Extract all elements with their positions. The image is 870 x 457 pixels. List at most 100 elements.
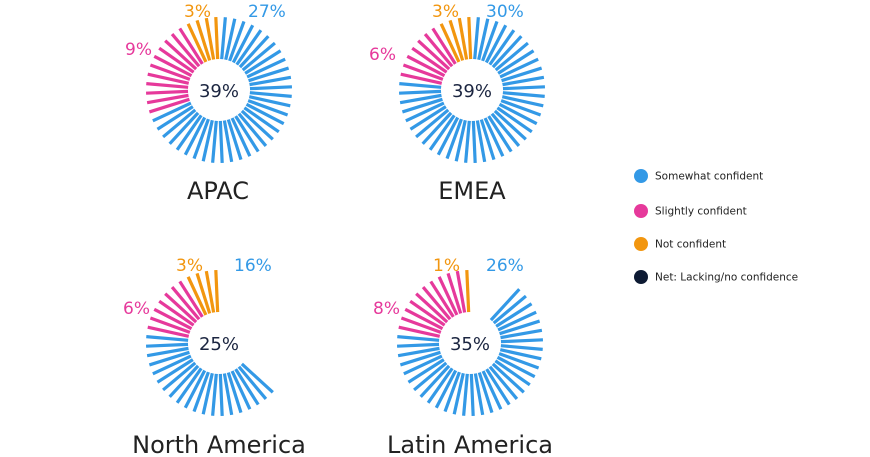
ray-somewhat: [464, 120, 471, 163]
ray-somewhat: [475, 120, 487, 163]
ray-slightly: [421, 286, 452, 321]
ray-somewhat: [415, 108, 450, 139]
ray-somewhat: [218, 120, 224, 163]
ray-not: [214, 270, 220, 313]
legend-label-not: Not confident: [655, 239, 726, 251]
ray-slightly: [455, 270, 467, 313]
ray-somewhat: [222, 120, 234, 163]
ray-somewhat: [247, 99, 289, 117]
ray-somewhat: [399, 89, 442, 95]
ray-somewhat: [218, 373, 224, 416]
ray-somewhat: [211, 120, 218, 163]
ray-somewhat: [498, 102, 538, 126]
ray-somewhat: [249, 75, 292, 87]
ray-somewhat: [443, 371, 461, 413]
ray-not: [439, 23, 461, 63]
ray-slightly: [149, 63, 191, 81]
label-slightly-north-america: 6%: [123, 299, 150, 319]
ray-somewhat: [495, 302, 533, 328]
ray-somewhat: [501, 95, 544, 108]
label-slightly-apac: 9%: [125, 40, 152, 60]
ray-not: [186, 23, 208, 63]
ray-slightly: [402, 63, 444, 81]
ray-somewhat: [477, 18, 490, 61]
chart-north-america: 25% 16% 3% 6% North America: [123, 256, 306, 457]
ray-somewhat: [148, 350, 190, 367]
ray-somewhat: [489, 288, 521, 322]
ray-somewhat: [249, 91, 292, 98]
ray-somewhat: [473, 373, 485, 416]
ray-somewhat: [500, 338, 543, 344]
ray-somewhat: [168, 364, 200, 398]
legend-label-net: Net: Lacking/no confidence: [655, 272, 798, 284]
ray-somewhat: [224, 18, 237, 61]
ray-somewhat: [436, 116, 460, 156]
ray-somewhat: [162, 108, 197, 139]
ray-somewhat: [240, 362, 274, 394]
label-not-apac: 3%: [184, 2, 211, 22]
ray-somewhat: [234, 368, 260, 406]
ray-slightly: [149, 316, 191, 334]
ray-slightly: [148, 97, 190, 114]
ray-somewhat: [244, 49, 282, 75]
ray-slightly: [417, 39, 451, 71]
ray-somewhat: [222, 373, 234, 416]
ray-somewhat: [401, 97, 443, 114]
ray-somewhat: [243, 106, 280, 134]
ray-slightly: [170, 33, 201, 68]
label-somewhat-apac: 27%: [248, 2, 286, 22]
ray-slightly: [404, 307, 444, 331]
chart-apac: 39% 27% 3% 9% APAC: [125, 2, 292, 205]
ray-somewhat: [192, 118, 210, 160]
ray-somewhat: [201, 119, 214, 162]
ray-somewhat: [146, 335, 189, 342]
legend-label-somewhat: Somewhat confident: [655, 171, 763, 183]
ray-somewhat: [488, 365, 519, 400]
ray-not: [186, 276, 208, 316]
ray-not: [214, 17, 220, 60]
ray-somewhat: [494, 359, 531, 387]
ray-somewhat: [502, 85, 545, 91]
label-slightly-emea: 6%: [369, 45, 396, 65]
ray-somewhat: [192, 371, 210, 413]
ray-somewhat: [496, 355, 536, 379]
rays-apac: [146, 17, 292, 163]
center-label-apac: 39%: [199, 81, 239, 102]
ray-somewhat: [426, 367, 454, 404]
legend-swatch-not: [634, 237, 648, 251]
ray-somewhat: [499, 57, 539, 79]
label-somewhat-north-america: 16%: [234, 256, 272, 276]
ray-slightly: [164, 292, 198, 324]
ray-slightly: [400, 72, 443, 85]
ray-somewhat: [496, 106, 533, 134]
rays-latin-america: [397, 270, 543, 416]
ray-somewhat: [500, 99, 542, 117]
ray-slightly: [147, 72, 190, 85]
ray-somewhat: [237, 112, 268, 147]
ray-somewhat: [490, 112, 521, 147]
ray-somewhat: [434, 369, 458, 409]
ray-somewhat: [399, 93, 442, 105]
ray-somewhat: [499, 348, 542, 361]
ray-somewhat: [152, 354, 192, 376]
ray-somewhat: [226, 119, 243, 161]
label-not-emea: 3%: [432, 2, 459, 22]
ray-slightly: [400, 316, 442, 334]
ray-slightly: [429, 280, 455, 318]
ray-not: [448, 19, 465, 61]
ray-slightly: [146, 93, 189, 105]
ray-slightly: [406, 54, 446, 78]
ray-somewhat: [162, 361, 197, 392]
ray-somewhat: [502, 91, 545, 98]
label-somewhat-emea: 30%: [486, 2, 524, 22]
label-slightly-latin-america: 8%: [373, 299, 400, 319]
ray-somewhat: [494, 41, 529, 72]
ray-somewhat: [168, 111, 200, 145]
legend-item-net: Net: Lacking/no confidence: [634, 270, 798, 284]
ray-slightly: [170, 286, 201, 321]
ray-somewhat: [499, 319, 541, 336]
label-somewhat-latin-america: 26%: [486, 256, 524, 276]
ray-somewhat: [146, 346, 189, 358]
ray-somewhat: [183, 369, 207, 409]
ray-somewhat: [469, 373, 475, 416]
